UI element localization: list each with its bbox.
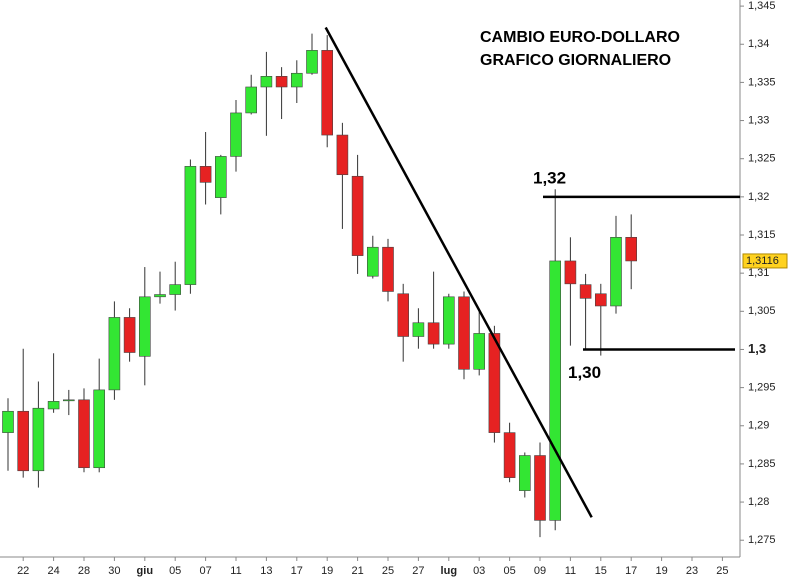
candle-body <box>442 296 455 345</box>
candle-body <box>306 50 318 74</box>
x-tick-label: 17 <box>291 565 303 577</box>
chart-title: GRAFICO GIORNALIERO <box>480 52 671 69</box>
candle-body <box>17 410 30 472</box>
level-label: 1,32 <box>533 168 566 187</box>
x-tick-label: 21 <box>351 565 363 577</box>
x-tick-label: 24 <box>47 565 59 577</box>
x-tick-label: 17 <box>625 565 637 577</box>
x-tick-label: 03 <box>473 565 485 577</box>
y-tick-label: 1,305 <box>748 305 776 317</box>
x-tick-label: 19 <box>655 565 667 577</box>
y-tick-label: 1,3 <box>748 341 766 356</box>
candle-body <box>154 294 166 298</box>
x-tick-label: lug <box>441 565 458 577</box>
y-tick-label: 1,34 <box>748 38 769 50</box>
candle-body <box>397 293 410 337</box>
x-tick-label: 23 <box>686 565 698 577</box>
candle-body <box>503 432 516 478</box>
candle-body <box>534 455 546 521</box>
candle-body <box>47 401 60 410</box>
y-tick-label: 1,28 <box>748 496 769 508</box>
candle-body <box>230 112 242 157</box>
y-tick-label: 1,33 <box>748 114 769 126</box>
candle-body <box>488 333 501 433</box>
candle-body <box>564 260 577 285</box>
candle-body <box>169 284 181 295</box>
y-tick-label: 1,285 <box>748 458 776 470</box>
candle-body <box>139 296 151 357</box>
candle-body <box>412 322 425 337</box>
candle-body <box>123 317 136 353</box>
y-tick-label: 1,32 <box>748 191 769 203</box>
y-tick-label: 1,325 <box>748 153 776 165</box>
candle-body <box>78 399 90 469</box>
x-tick-label: 28 <box>78 565 90 577</box>
candle-body <box>336 134 349 176</box>
x-tick-label: 09 <box>534 565 546 577</box>
x-tick-label: 30 <box>108 565 120 577</box>
candle-body <box>579 284 592 299</box>
y-tick-label: 1,315 <box>748 229 776 241</box>
candle-body <box>199 166 212 183</box>
x-tick-label: 05 <box>503 565 515 577</box>
candle-body <box>610 236 622 307</box>
candle-body <box>184 166 197 285</box>
candle-body <box>473 333 486 370</box>
candle-body <box>290 72 303 88</box>
x-tick-label: giu <box>137 565 154 577</box>
candle-body <box>108 317 121 391</box>
price-tag-label: 1,3116 <box>746 255 779 267</box>
x-tick-label: 11 <box>565 565 576 577</box>
x-tick-label: 13 <box>260 565 272 577</box>
candle-body <box>321 50 334 136</box>
candle-body <box>32 407 45 472</box>
candle-body <box>275 76 288 88</box>
x-tick-label: 27 <box>412 565 424 577</box>
candle-body <box>625 236 638 262</box>
candle-body <box>93 389 105 469</box>
candle-body <box>549 260 562 521</box>
x-tick-label: 05 <box>169 565 181 577</box>
x-tick-label: 19 <box>321 565 333 577</box>
candle-body <box>427 322 440 345</box>
y-tick-label: 1,29 <box>748 420 769 432</box>
candle-body <box>62 399 75 402</box>
candle-body <box>2 410 14 433</box>
y-tick-label: 1,275 <box>748 534 776 546</box>
candle-body <box>366 246 379 277</box>
y-tick-label: 1,31 <box>748 267 769 279</box>
candle-body <box>215 156 227 198</box>
candle-body <box>351 175 364 256</box>
level-label: 1,30 <box>568 363 601 382</box>
x-tick-label: 15 <box>595 565 607 577</box>
candle-body <box>518 455 531 491</box>
y-tick-label: 1,345 <box>748 0 776 12</box>
trendline <box>324 26 593 518</box>
candle-body <box>245 86 257 114</box>
chart-title: CAMBIO EURO-DOLLARO <box>480 29 680 46</box>
candle-body <box>594 293 607 307</box>
x-tick-label: 07 <box>199 565 211 577</box>
x-tick-label: 11 <box>230 565 241 577</box>
candle-body <box>382 246 394 292</box>
price-tag <box>742 253 788 269</box>
candle-body <box>458 296 470 370</box>
y-tick-label: 1,335 <box>748 76 776 88</box>
x-tick-label: 25 <box>382 565 394 577</box>
x-tick-label: 22 <box>17 565 29 577</box>
candle-body <box>260 76 273 88</box>
y-tick-label: 1,295 <box>748 382 776 394</box>
x-tick-label: 25 <box>716 565 728 577</box>
